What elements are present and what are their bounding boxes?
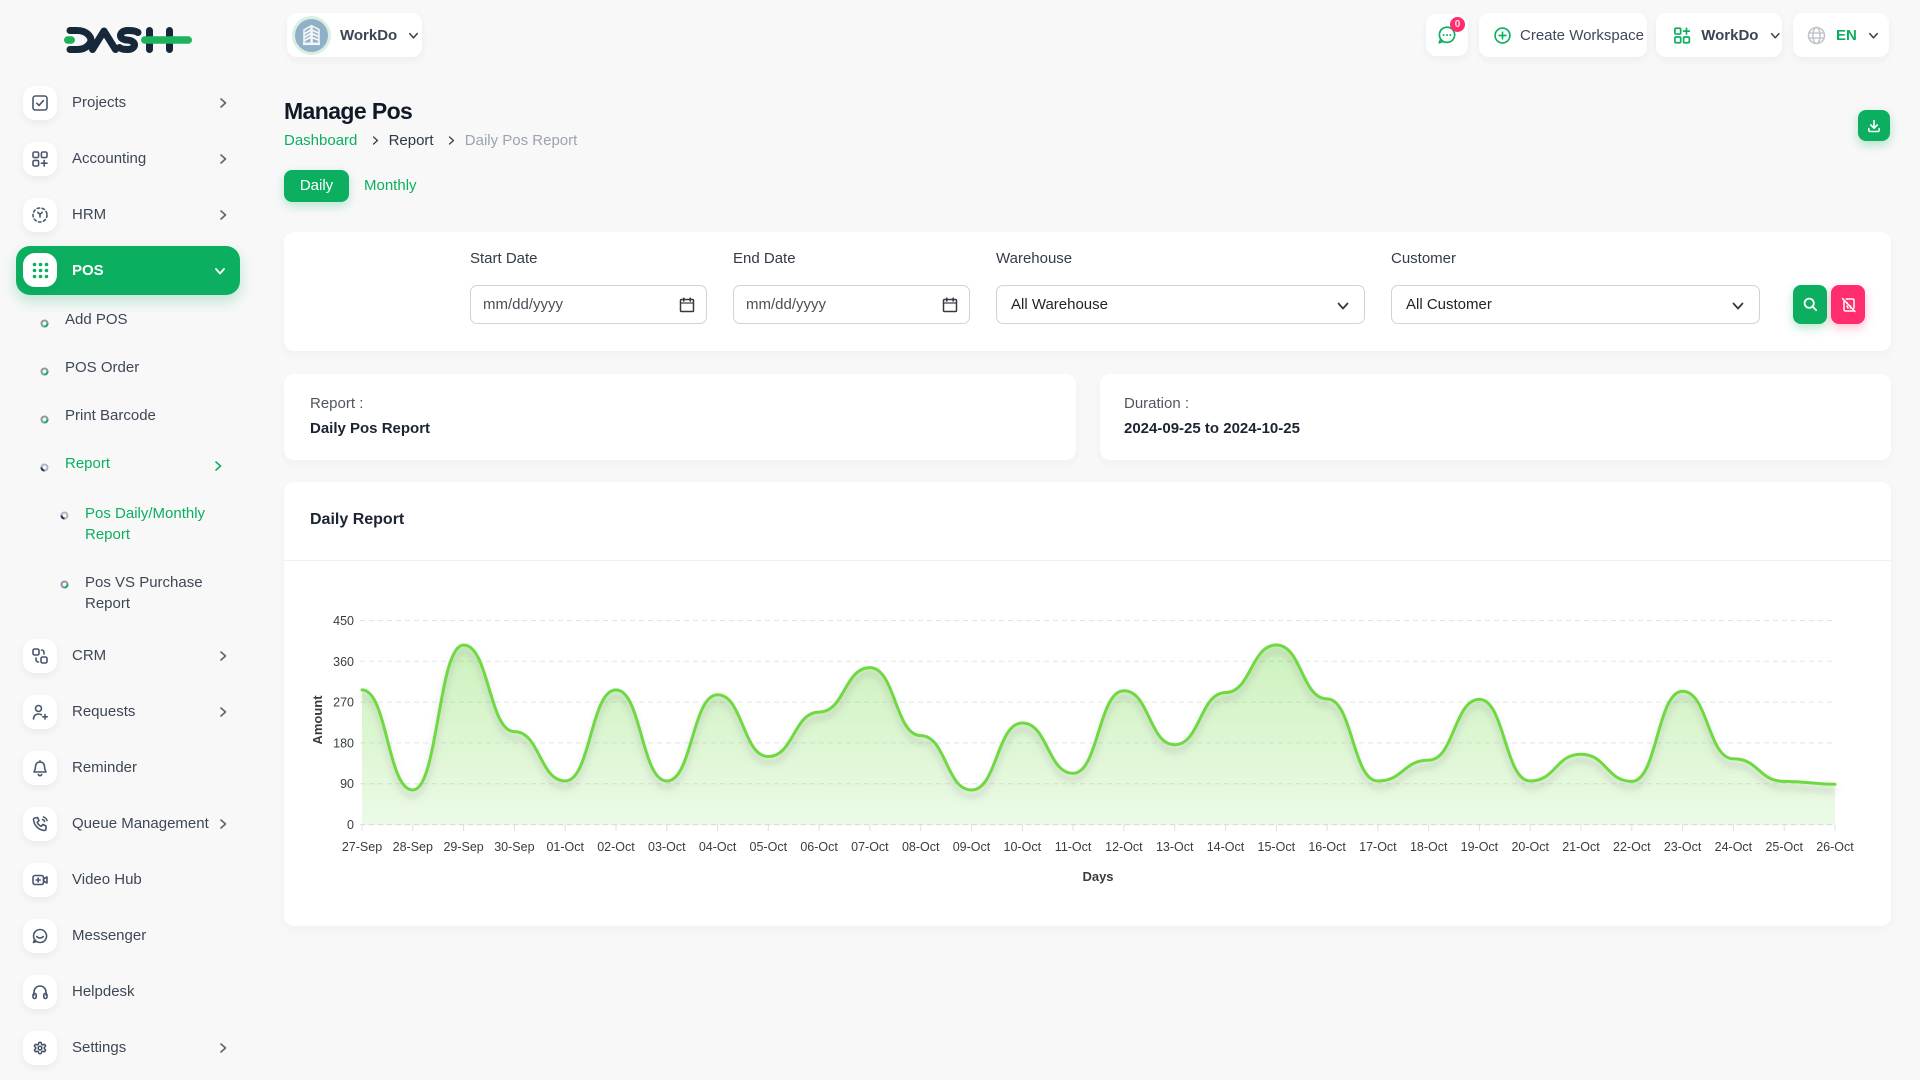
svg-text:450: 450 (333, 614, 354, 628)
svg-text:17-Oct: 17-Oct (1359, 840, 1397, 854)
svg-text:01-Oct: 01-Oct (546, 840, 584, 854)
svg-text:0: 0 (347, 818, 354, 832)
svg-text:11-Oct: 11-Oct (1055, 840, 1092, 854)
svg-text:12-Oct: 12-Oct (1105, 840, 1143, 854)
svg-text:30-Sep: 30-Sep (494, 840, 534, 854)
svg-text:09-Oct: 09-Oct (953, 840, 991, 854)
svg-text:180: 180 (333, 736, 354, 750)
svg-text:24-Oct: 24-Oct (1715, 840, 1753, 854)
svg-text:10-Oct: 10-Oct (1004, 840, 1042, 854)
svg-text:270: 270 (333, 696, 354, 710)
svg-text:18-Oct: 18-Oct (1410, 840, 1448, 854)
svg-text:19-Oct: 19-Oct (1461, 840, 1499, 854)
svg-text:14-Oct: 14-Oct (1207, 840, 1245, 854)
svg-text:05-Oct: 05-Oct (750, 840, 788, 854)
svg-text:13-Oct: 13-Oct (1156, 840, 1194, 854)
svg-text:29-Sep: 29-Sep (443, 840, 483, 854)
svg-text:21-Oct: 21-Oct (1562, 840, 1600, 854)
svg-text:Amount: Amount (310, 695, 325, 745)
svg-text:360: 360 (333, 655, 354, 669)
svg-text:20-Oct: 20-Oct (1511, 840, 1549, 854)
svg-text:Days: Days (1082, 869, 1113, 884)
svg-text:28-Sep: 28-Sep (393, 840, 433, 854)
svg-text:03-Oct: 03-Oct (648, 840, 686, 854)
svg-text:22-Oct: 22-Oct (1613, 840, 1651, 854)
svg-text:27-Sep: 27-Sep (342, 840, 382, 854)
svg-text:26-Oct: 26-Oct (1816, 840, 1854, 854)
svg-text:90: 90 (340, 777, 354, 791)
svg-text:08-Oct: 08-Oct (902, 840, 940, 854)
svg-text:07-Oct: 07-Oct (851, 840, 889, 854)
svg-text:16-Oct: 16-Oct (1308, 840, 1346, 854)
svg-text:06-Oct: 06-Oct (800, 840, 838, 854)
svg-text:25-Oct: 25-Oct (1765, 840, 1803, 854)
svg-text:15-Oct: 15-Oct (1258, 840, 1296, 854)
svg-text:23-Oct: 23-Oct (1664, 840, 1702, 854)
svg-text:02-Oct: 02-Oct (597, 840, 635, 854)
svg-text:04-Oct: 04-Oct (699, 840, 737, 854)
